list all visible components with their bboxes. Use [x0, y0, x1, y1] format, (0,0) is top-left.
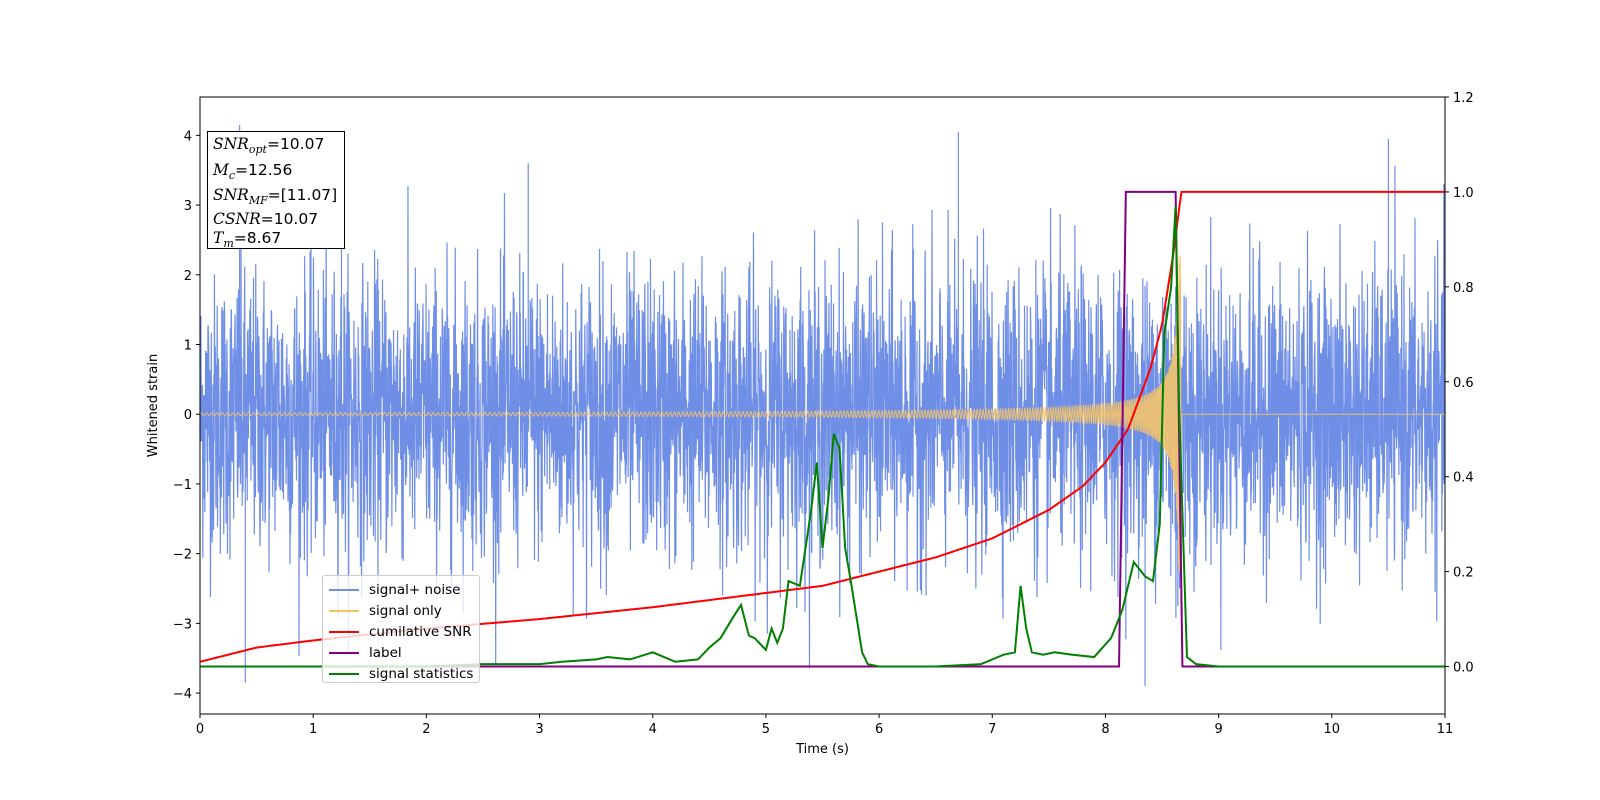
y-axis-ticks: −4 −3 −2 −1 0 1 2 3 4: [173, 129, 200, 702]
csnr-value: =10.07: [260, 210, 319, 229]
y2-axis-ticks: 0.0 0.2 0.4 0.6 0.8 1.0 1.2: [1445, 91, 1474, 676]
legend-label: signal+ noise: [369, 581, 461, 598]
x-tick-label: 11: [1437, 722, 1454, 737]
x-tick: 0: [196, 714, 204, 737]
y-tick-label: −3: [173, 617, 192, 632]
y2-tick: 0.2: [1445, 566, 1474, 581]
y2-tick-label: 1.0: [1453, 186, 1474, 201]
y-tick-label: 4: [184, 129, 192, 144]
legend-swatch: [329, 609, 359, 612]
legend-item-signal-only: signal only: [329, 600, 479, 621]
tm-value: =8.67: [233, 229, 282, 248]
y-tick-label: −4: [173, 687, 192, 702]
x-tick-label: 10: [1324, 722, 1341, 737]
y2-tick: 0.8: [1445, 281, 1474, 296]
legend-swatch: [329, 588, 359, 591]
x-axis-label: Time (s): [795, 742, 849, 757]
y-tick-label: 3: [184, 199, 192, 214]
x-tick: 4: [649, 714, 657, 737]
y2-tick-label: 1.2: [1453, 91, 1474, 106]
y-tick-label: −1: [173, 478, 192, 493]
x-tick-label: 5: [762, 722, 770, 737]
x-tick-label: 0: [196, 722, 204, 737]
x-tick: 7: [988, 714, 996, 737]
info-box: SNRopt=10.07 Mc=12.56 SNRMF=[11.07] CSNR…: [207, 131, 345, 250]
y-tick: −1: [173, 478, 200, 493]
x-tick: 1: [309, 714, 317, 737]
y-tick: 1: [184, 338, 200, 353]
x-tick-label: 7: [988, 722, 996, 737]
snr-opt-value: =10.07: [266, 135, 325, 153]
y2-tick: 0.0: [1445, 661, 1474, 676]
signal-only-series: [199, 255, 1445, 573]
x-tick-label: 8: [1101, 722, 1109, 737]
x-tick: 11: [1437, 714, 1454, 737]
snr-mf-value: =[11.07]: [267, 186, 338, 205]
y2-tick-label: 0.8: [1453, 281, 1474, 296]
x-tick-label: 6: [875, 722, 883, 737]
x-tick-label: 1: [309, 722, 317, 737]
y-tick-label: −2: [173, 548, 192, 563]
x-tick: 8: [1101, 714, 1110, 737]
x-tick: 9: [1214, 714, 1223, 737]
legend-swatch: [329, 672, 359, 675]
legend-label: signal only: [369, 602, 442, 619]
mc-line: Mc=12.56: [213, 161, 293, 183]
legend-item-signal-statistics: signal statistics: [329, 663, 479, 684]
legend: signal+ noise signal only cumilative SNR…: [322, 575, 480, 683]
y-tick-label: 1: [184, 338, 192, 353]
x-tick: 2: [422, 714, 431, 737]
tm-line: Tm=8.67: [213, 229, 282, 251]
x-tick-label: 2: [422, 722, 430, 737]
csnr-line: CSNR=10.07: [213, 210, 319, 229]
y-tick: 2: [184, 269, 200, 284]
signal-noise-series: [199, 124, 1446, 687]
y2-tick-label: 0.2: [1453, 566, 1474, 581]
legend-swatch: [329, 651, 359, 654]
y-tick-label: 2: [184, 269, 192, 284]
snr-opt-line: SNRopt=10.07: [213, 135, 325, 157]
legend-swatch: [329, 630, 359, 633]
y-tick: 3: [184, 199, 200, 214]
y-tick: −3: [173, 617, 200, 632]
x-tick: 5: [762, 714, 770, 737]
legend-item-label: label: [329, 642, 479, 663]
y-tick: 4: [184, 129, 200, 144]
legend-item-signal-noise: signal+ noise: [329, 579, 479, 600]
y2-tick-label: 0.6: [1453, 376, 1474, 391]
x-tick-label: 9: [1214, 722, 1222, 737]
y-tick: −4: [173, 687, 200, 702]
legend-label: label: [369, 644, 402, 661]
snr-mf-line: SNRMF=[11.07]: [213, 186, 338, 208]
x-tick: 3: [535, 714, 544, 737]
signal-only-line: [199, 255, 1445, 573]
x-tick-label: 3: [535, 722, 543, 737]
y2-tick-label: 0.0: [1453, 661, 1474, 676]
legend-item-cumulative-snr: cumilative SNR: [329, 621, 479, 642]
x-tick-label: 4: [649, 722, 657, 737]
y2-tick: 1.2: [1445, 91, 1474, 106]
y-tick-label: 0: [184, 408, 192, 423]
x-tick: 6: [875, 714, 883, 737]
legend-label: cumilative SNR: [369, 623, 472, 640]
legend-label: signal statistics: [369, 665, 474, 682]
y-tick: −2: [173, 548, 200, 563]
y-tick: 0: [184, 408, 200, 423]
plot-frame: [199, 96, 1446, 715]
y2-tick: 0.6: [1445, 376, 1474, 391]
signal-noise-line: [199, 124, 1446, 687]
y2-tick-label: 0.4: [1453, 471, 1474, 486]
x-axis-ticks: 0 1 2 3 4 5 6 7 8 9 10 11: [196, 714, 1453, 737]
y-axis-label: Whitened strain: [146, 354, 161, 457]
signal-statistics-series: [200, 206, 1445, 668]
x-tick: 10: [1324, 714, 1341, 737]
y2-tick: 1.0: [1445, 186, 1474, 201]
mc-value: =12.56: [235, 161, 293, 180]
y2-tick: 0.4: [1445, 471, 1474, 486]
